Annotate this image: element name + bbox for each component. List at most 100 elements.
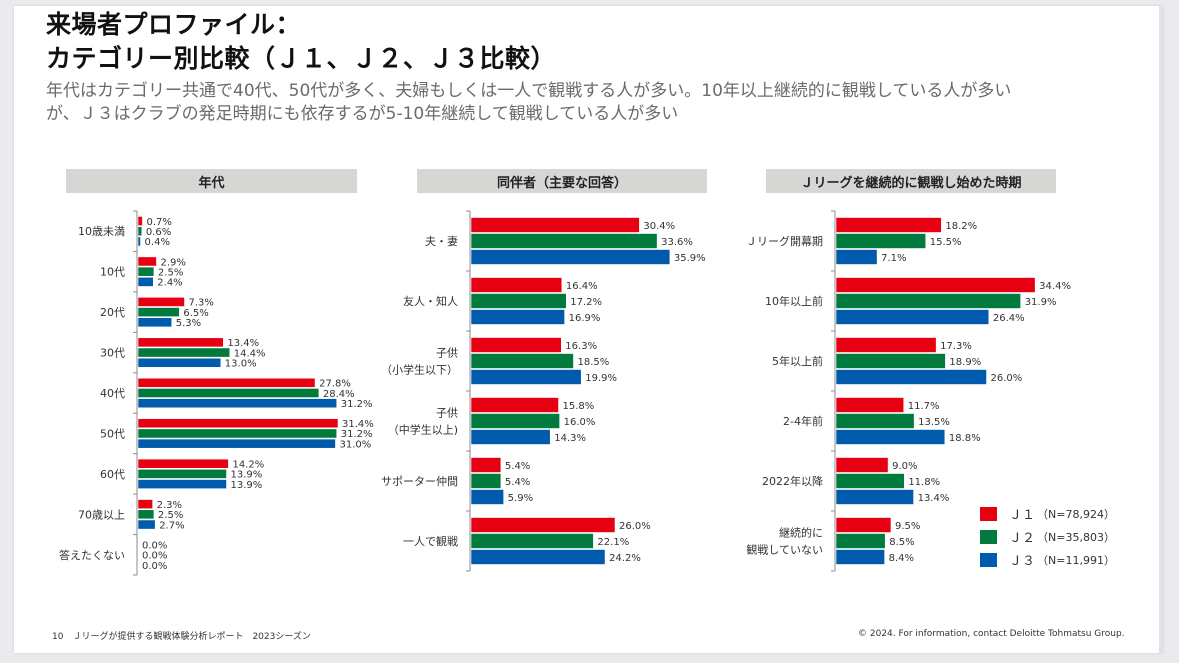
- start-period-category-label: 10年以上前: [765, 294, 823, 308]
- start-period-bar: [835, 533, 886, 549]
- legend-n-j2: （N=35,803）: [1037, 530, 1115, 544]
- age-data-label: 14.4%: [234, 348, 266, 359]
- companion-data-label: 5.9%: [508, 493, 533, 504]
- start-period-bar: [835, 337, 937, 353]
- start-period-data-label: 34.4%: [1039, 281, 1071, 292]
- footer-copyright: © 2024. For information, contact Deloitt…: [858, 629, 1125, 639]
- companion-bar: [470, 517, 616, 533]
- age-bar: [137, 236, 141, 247]
- companion-bar: [470, 489, 504, 505]
- age-bar: [137, 438, 336, 449]
- age-data-label: 2.9%: [160, 257, 185, 268]
- companion-data-label: 24.2%: [609, 553, 641, 564]
- start-period-data-label: 9.5%: [895, 521, 920, 532]
- start-period-data-label: 9.0%: [892, 461, 917, 472]
- companion-data-label: 5.4%: [505, 461, 530, 472]
- companion-category-label: 夫・妻: [425, 235, 458, 248]
- age-data-label: 31.0%: [339, 439, 371, 450]
- start-period-bar: [835, 217, 942, 233]
- start-period-bar: [835, 353, 946, 369]
- start-period-bar: [835, 397, 905, 413]
- start-period-bar: [835, 309, 990, 325]
- start-period-category-label: Ｊリーグ開幕期: [746, 234, 823, 248]
- companion-bar: [470, 309, 565, 325]
- age-category-label: 答えたくない: [59, 548, 125, 562]
- companion-data-label: 16.9%: [569, 313, 601, 324]
- age-bar: [137, 337, 224, 348]
- subtitle-line-1: 年代はカテゴリー共通で40代、50代が多く、夫婦もしくは一人で観戦する人が多い。…: [46, 81, 1012, 101]
- legend-label-j3: Ｊ３: [1009, 554, 1036, 569]
- age-category-label: 70歳以上: [78, 508, 125, 521]
- page-title: 来場者プロファイル： カテゴリー別比較（Ｊ１、Ｊ２、Ｊ３比較）: [46, 8, 556, 76]
- age-data-label: 2.5%: [158, 510, 183, 521]
- start-period-data-label: 8.4%: [889, 553, 914, 564]
- age-data-label: 7.3%: [189, 298, 214, 309]
- age-bar: [137, 377, 316, 388]
- start-period-bar: [835, 517, 892, 533]
- companion-data-label: 22.1%: [597, 537, 629, 548]
- companion-data-label: 14.3%: [554, 433, 586, 444]
- subtitle-line-2: が、Ｊ３はクラブの発足時期にも依存するが5-10年継続して観戦している人が多い: [46, 104, 679, 124]
- companion-bar: [470, 293, 567, 309]
- companion-bar: [470, 413, 560, 429]
- legend-item-j3: Ｊ３ （N=11,991）: [980, 548, 1115, 571]
- age-data-label: 31.2%: [341, 429, 373, 440]
- companion-bar: [470, 249, 671, 265]
- start-period-bar: [835, 473, 905, 489]
- companion-category-label: 友人・知人: [403, 294, 458, 308]
- age-data-label: 13.9%: [231, 470, 263, 481]
- age-bar: [137, 418, 339, 429]
- companion-bar: [470, 457, 502, 473]
- footer-page-info: 10 Ｊリーグが提供する観戦体験分析レポート 2023シーズン: [52, 632, 311, 642]
- companion-bar: [470, 473, 502, 489]
- title-line-1: 来場者プロファイル：: [46, 10, 302, 39]
- start-period-data-label: 13.5%: [918, 417, 950, 428]
- companion-bar: [470, 337, 562, 353]
- start-period-category-label: 5年以上前: [772, 354, 823, 368]
- age-category-label: 50代: [100, 427, 125, 440]
- companion-data-label: 30.4%: [643, 221, 675, 232]
- start-period-data-label: 31.9%: [1025, 297, 1057, 308]
- legend-n-j3: （N=11,991）: [1037, 553, 1115, 567]
- companion-category-label: 一人で観戦: [403, 534, 458, 548]
- start-period-data-label: 8.5%: [889, 537, 914, 548]
- companion-data-label: 18.5%: [577, 357, 609, 368]
- age-data-label: 0.6%: [146, 227, 171, 238]
- start-period-data-label: 7.1%: [881, 253, 906, 264]
- companion-data-label: 19.9%: [585, 373, 617, 384]
- companion-bar: [470, 233, 658, 249]
- age-bar: [137, 307, 180, 318]
- age-data-label: 31.4%: [342, 419, 374, 430]
- age-data-label: 2.4%: [157, 278, 182, 289]
- start-period-data-label: 26.4%: [993, 313, 1025, 324]
- legend-swatch-j2: [980, 529, 997, 544]
- age-bar: [137, 297, 185, 307]
- start-period-data-label: 11.8%: [908, 477, 940, 488]
- legend: Ｊ１ （N=78,924） Ｊ２ （N=35,803） Ｊ３ （N=11,991…: [980, 502, 1115, 571]
- chart-title-start-period: Ｊリーグを継続的に観戦し始めた時期: [766, 169, 1056, 193]
- chart-title-companion: 同伴者（主要な回答）: [417, 169, 707, 193]
- age-bar: [137, 276, 154, 287]
- start-period-data-label: 26.0%: [991, 373, 1023, 384]
- age-category-label: 60代: [100, 468, 125, 481]
- age-data-label: 0.4%: [145, 237, 170, 248]
- start-period-bar: [835, 457, 889, 473]
- start-period-bar: [835, 413, 915, 429]
- title-line-2: カテゴリー別比較（Ｊ１、Ｊ２、Ｊ３比較）: [46, 44, 557, 73]
- start-period-category-label: 2022年以降: [762, 474, 823, 488]
- age-data-label: 13.4%: [227, 338, 259, 349]
- age-bar: [137, 266, 155, 277]
- start-period-bar: [835, 489, 914, 505]
- legend-label-j2: Ｊ２: [1009, 531, 1036, 546]
- legend-n-j1: （N=78,924）: [1037, 507, 1115, 521]
- companion-data-label: 16.4%: [566, 281, 598, 292]
- companion-data-label: 17.2%: [570, 297, 602, 308]
- age-bar: [137, 519, 156, 530]
- page-subtitle: 年代はカテゴリー共通で40代、50代が多く、夫婦もしくは一人で観戦する人が多い。…: [46, 80, 1136, 126]
- age-data-label: 13.0%: [225, 359, 257, 370]
- companion-bar: [470, 397, 559, 413]
- start-period-bar: [835, 549, 885, 565]
- companion-bar: [470, 549, 606, 565]
- companion-data-label: 16.0%: [564, 417, 596, 428]
